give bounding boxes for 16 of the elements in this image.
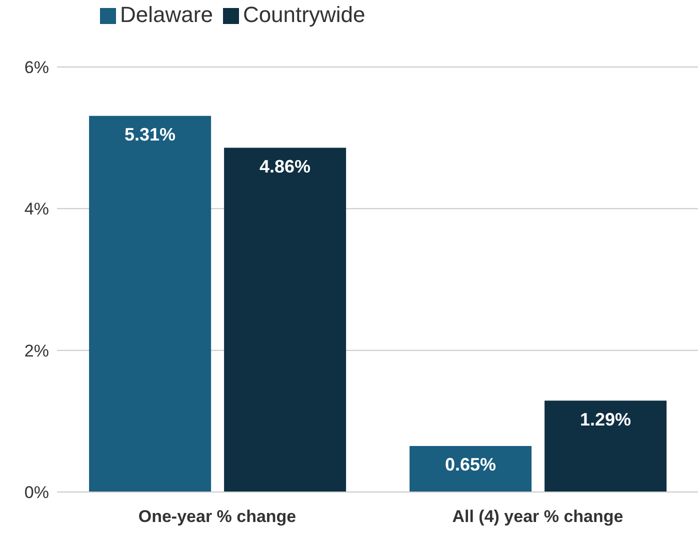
bar <box>224 148 346 492</box>
y-tick-label: 0% <box>24 483 49 502</box>
bar <box>410 446 532 492</box>
data-label: 4.86% <box>260 156 311 177</box>
legend-label: Delaware <box>120 2 213 27</box>
x-tick-label: One-year % change <box>138 507 296 526</box>
data-label: 5.31% <box>124 124 176 145</box>
y-tick-label: 6% <box>24 58 49 78</box>
data-label: 0.65% <box>445 454 496 475</box>
bar <box>544 400 667 492</box>
bar <box>89 116 212 492</box>
x-tick-label: All (4) year % change <box>452 507 624 526</box>
y-tick-label: 4% <box>24 200 49 219</box>
data-label: 1.29% <box>580 409 632 430</box>
y-tick-label: 2% <box>24 341 49 360</box>
legend-label: Countrywide <box>242 2 366 27</box>
